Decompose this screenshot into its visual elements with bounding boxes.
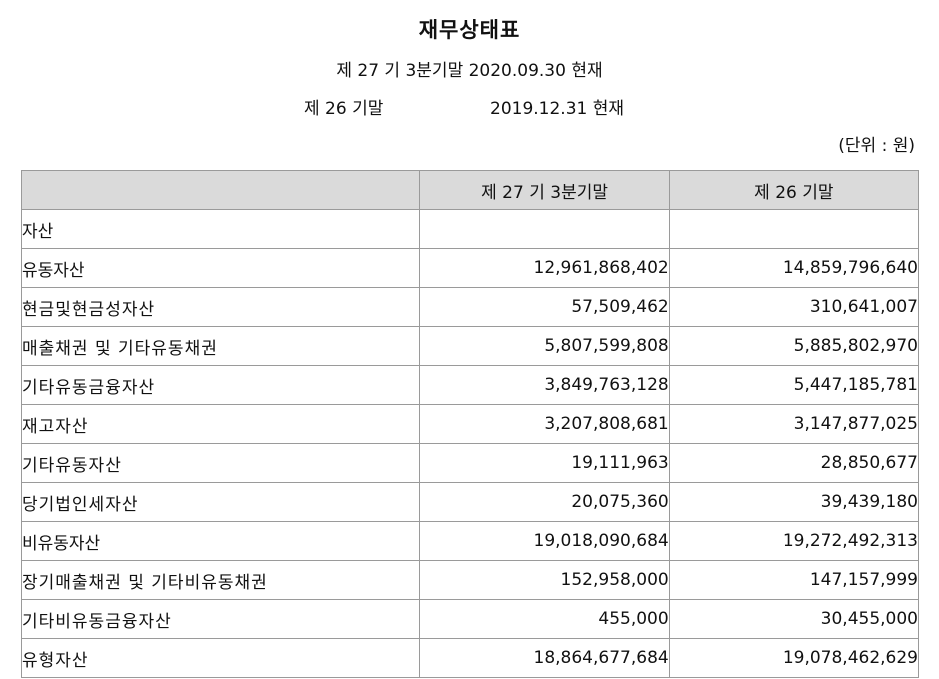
current-period-value (419, 209, 670, 249)
account-name-cell: 당기법인세자산 (20, 482, 421, 522)
account-name-cell: 재고자산 (20, 404, 421, 444)
current-period-value: 19,018,090,684 (419, 521, 670, 561)
unit-label: (단위 : 원) (838, 136, 915, 156)
current-period-value: 19,111,963 (419, 443, 670, 483)
current-period-value: 18,864,677,684 (419, 638, 670, 678)
account-name-cell: 현금및현금성자산 (20, 287, 421, 327)
account-name-cell: 비유동자산 (20, 521, 421, 561)
current-period-value: 57,509,462 (419, 287, 670, 327)
table-row: 기타비유동금융자산 455,000 30,455,000 (20, 599, 920, 639)
current-period-value: 455,000 (419, 599, 670, 639)
account-name-cell: 자산 (20, 209, 421, 249)
table-row: 재고자산 3,207,808,681 3,147,877,025 (20, 404, 920, 444)
table-row: 기타유동자산 19,111,963 28,850,677 (20, 443, 920, 483)
current-period-value: 20,075,360 (419, 482, 670, 522)
prior-period-value: 30,455,000 (668, 599, 920, 639)
column-header-current: 제 27 기 3분기말 (419, 170, 670, 210)
prior-period-value: 14,859,796,640 (668, 248, 920, 288)
current-period-value: 5,807,599,808 (419, 326, 670, 366)
current-period-value: 3,207,808,681 (419, 404, 670, 444)
table-row: 장기매출채권 및 기타비유동채권 152,958,000 147,157,999 (20, 560, 920, 600)
statement-title: 재무상태표 (418, 18, 521, 42)
balance-sheet-table: 제 27 기 3분기말 제 26 기말 자산 유동자산 12,961,868,402… (20, 170, 920, 678)
account-name-cell: 기타유동자산 (20, 443, 421, 483)
table-row: 기타유동금융자산 3,849,763,128 5,447,185,781 (20, 365, 920, 405)
current-period-line: 제 27 기 3분기말 2020.09.30 현재 (336, 61, 603, 81)
prior-period-value: 19,272,492,313 (668, 521, 920, 561)
prior-period-value (668, 209, 920, 249)
table-body: 자산 유동자산 12,961,868,402 14,859,796,640 현금및현금성… (20, 209, 920, 678)
account-name-cell: 기타유동금융자산 (20, 365, 421, 405)
current-period-value: 12,961,868,402 (419, 248, 670, 288)
table-row: 유동자산 12,961,868,402 14,859,796,640 (20, 248, 920, 288)
account-name-cell: 유동자산 (20, 248, 421, 288)
table-row: 유형자산 18,864,677,684 19,078,462,629 (20, 638, 920, 678)
prior-period-label: 제 26 기말 (304, 99, 384, 119)
prior-period-value: 3,147,877,025 (668, 404, 920, 444)
prior-period-value: 5,447,185,781 (668, 365, 920, 405)
prior-period-value: 147,157,999 (668, 560, 920, 600)
table-row: 비유동자산 19,018,090,684 19,272,492,313 (20, 521, 920, 561)
table-row: 자산 (20, 209, 920, 249)
column-header-account (20, 170, 421, 210)
account-name-cell: 기타비유동금융자산 (20, 599, 421, 639)
prior-period-date: 2019.12.31 현재 (490, 99, 625, 119)
column-header-prior: 제 26 기말 (668, 170, 920, 210)
prior-period-value: 19,078,462,629 (668, 638, 920, 678)
table-row: 현금및현금성자산 57,509,462 310,641,007 (20, 287, 920, 327)
account-name-cell: 매출채권 및 기타유동채권 (20, 326, 421, 366)
prior-period-value: 5,885,802,970 (668, 326, 920, 366)
account-name-cell: 장기매출채권 및 기타비유동채권 (20, 560, 421, 600)
account-name-cell: 유형자산 (20, 638, 421, 678)
table-row: 당기법인세자산 20,075,360 39,439,180 (20, 482, 920, 522)
prior-period-value: 28,850,677 (668, 443, 920, 483)
prior-period-value: 39,439,180 (668, 482, 920, 522)
prior-period-value: 310,641,007 (668, 287, 920, 327)
current-period-value: 3,849,763,128 (419, 365, 670, 405)
table-row: 매출채권 및 기타유동채권 5,807,599,808 5,885,802,970 (20, 326, 920, 366)
current-period-value: 152,958,000 (419, 560, 670, 600)
table-header-row: 제 27 기 3분기말 제 26 기말 (20, 170, 920, 210)
